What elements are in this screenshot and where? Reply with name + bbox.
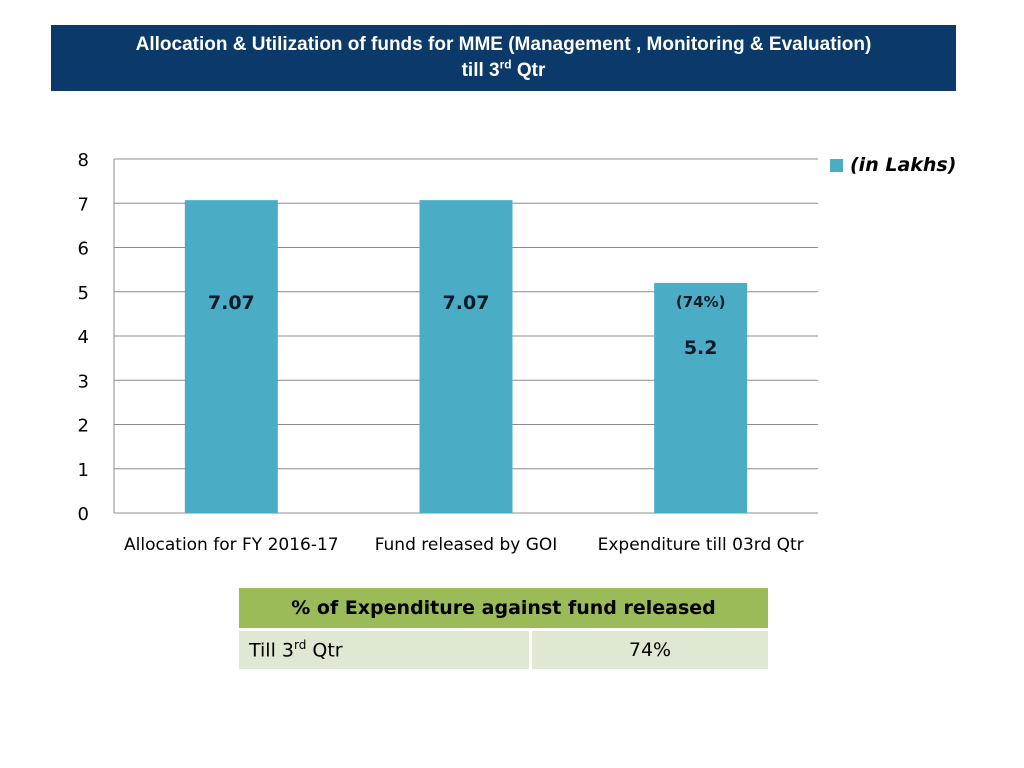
y-tick-label: 3 (78, 371, 89, 392)
summary-table-header: % of Expenditure against fund released (239, 588, 768, 631)
summary-row-value: 74% (530, 629, 768, 669)
legend-label: (in Lakhs) (850, 154, 957, 176)
data-label: 7.07 (443, 292, 490, 314)
summary-row-label-sup: rd (294, 638, 307, 653)
legend-swatch (830, 158, 843, 172)
legend: (in Lakhs) (830, 154, 956, 176)
table-row: Till 3rd Qtr 74% (239, 629, 768, 669)
chart-title-line2: till 3rd Qtr (462, 58, 546, 84)
y-tick-label: 7 (78, 194, 89, 215)
y-tick-label: 0 (78, 504, 89, 525)
data-label: 5.2 (684, 337, 718, 359)
y-tick-label: 8 (78, 150, 89, 171)
x-category-label: Fund released by GOI (375, 535, 558, 555)
bar (654, 282, 748, 513)
bar-annotation: (74%) (676, 293, 726, 311)
bar (419, 200, 513, 513)
summary-row-label-prefix: Till 3 (249, 639, 294, 662)
summary-row-label: Till 3rd Qtr (239, 629, 532, 669)
chart-title-line2-prefix: till 3 (461, 60, 500, 81)
summary-table-header-row: % of Expenditure against fund released (239, 588, 768, 631)
summary-table: % of Expenditure against fund released T… (239, 588, 768, 669)
chart-title-line2-suffix: Qtr (511, 60, 546, 81)
y-tick-label: 1 (78, 460, 89, 481)
y-tick-label: 6 (78, 239, 89, 260)
y-tick-label: 4 (78, 327, 89, 348)
chart-title: Allocation & Utilization of funds for MM… (51, 25, 956, 91)
chart-title-line2-sup: rd (499, 57, 512, 72)
y-tick-label: 5 (78, 283, 89, 304)
data-label: 7.07 (208, 292, 255, 314)
y-tick-label: 2 (78, 416, 89, 437)
summary-row-label-suffix: Qtr (306, 639, 343, 662)
x-category-label: Allocation for FY 2016-17 (124, 535, 339, 555)
bar-chart: 0 1 2 3 4 5 6 7 8 Allocation for FY 2016-17 Fund r… (78, 150, 818, 555)
chart-title-line1: Allocation & Utilization of funds for MM… (135, 34, 872, 55)
x-category-label: Expenditure till 03rd Qtr (598, 535, 804, 555)
bar (184, 200, 278, 513)
